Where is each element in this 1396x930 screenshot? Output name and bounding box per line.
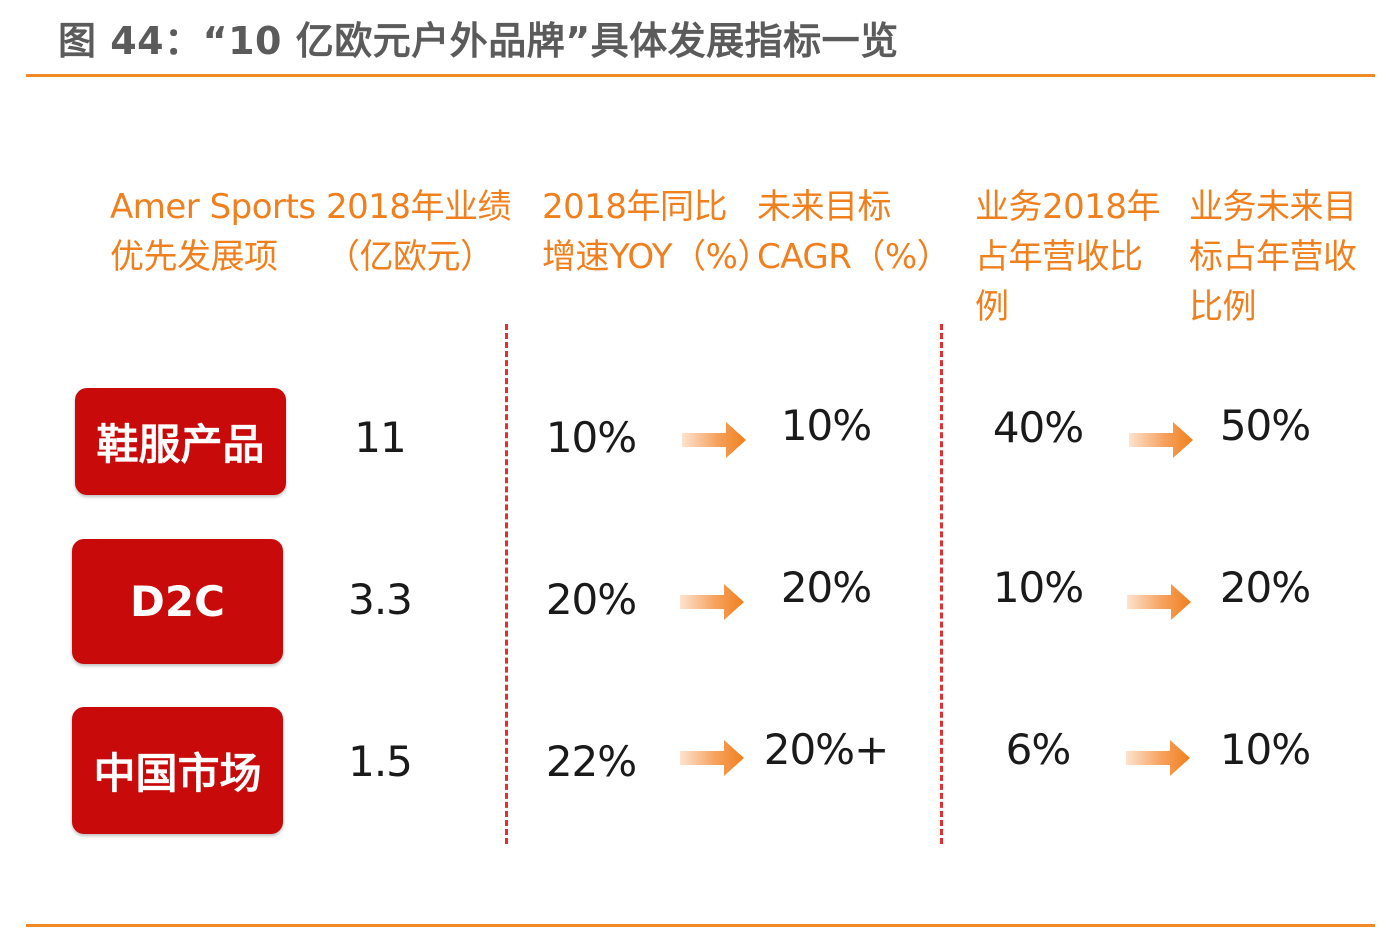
row1-revenue: 11 xyxy=(354,413,406,462)
row2-revenue: 3.3 xyxy=(348,575,413,624)
top-divider xyxy=(26,74,1375,77)
header-revenue: 2018年业绩 （亿欧元） xyxy=(326,187,512,277)
row1-arrow-growth-icon xyxy=(682,422,746,458)
row2-arrow-share-icon xyxy=(1127,584,1191,620)
row3-arrow-growth-icon xyxy=(680,740,744,776)
bottom-divider xyxy=(26,924,1375,927)
row1-yoy: 10% xyxy=(545,413,637,462)
row1-arrow-share-icon xyxy=(1129,422,1193,458)
row3-revenue: 1.5 xyxy=(348,737,413,786)
row2-cagr: 20% xyxy=(780,563,872,612)
header-share-target: 业务未来目 标占年营收 比例 xyxy=(1189,187,1357,327)
row2-share-target: 20% xyxy=(1219,563,1311,612)
row2-arrow-growth-icon xyxy=(680,584,744,620)
header-cagr: 未来目标 CAGR（%） xyxy=(757,187,951,277)
row2-share-2018: 10% xyxy=(992,563,1084,612)
divider-right xyxy=(940,324,943,844)
header-priority: Amer Sports 优先发展项 xyxy=(110,187,316,277)
row3-arrow-share-icon xyxy=(1126,740,1190,776)
row-label-d2c: D2C xyxy=(72,539,283,664)
header-yoy: 2018年同比 增速YOY（%） xyxy=(542,187,771,277)
header-share-2018: 业务2018年 占年营收比 例 xyxy=(975,187,1161,327)
figure-title: 图 44：“10 亿欧元户外品牌”具体发展指标一览 xyxy=(58,19,899,63)
divider-left xyxy=(505,324,508,844)
row3-yoy: 22% xyxy=(545,737,637,786)
row1-cagr: 10% xyxy=(780,401,872,450)
row1-share-2018: 40% xyxy=(992,403,1084,452)
row1-share-target: 50% xyxy=(1219,401,1311,450)
row-label-apparel: 鞋服产品 xyxy=(75,388,286,495)
row-label-china-market: 中国市场 xyxy=(72,707,283,834)
row3-share-2018: 6% xyxy=(1005,725,1072,774)
row3-share-target: 10% xyxy=(1219,725,1311,774)
row3-cagr: 20%+ xyxy=(763,725,890,774)
row2-yoy: 20% xyxy=(545,575,637,624)
